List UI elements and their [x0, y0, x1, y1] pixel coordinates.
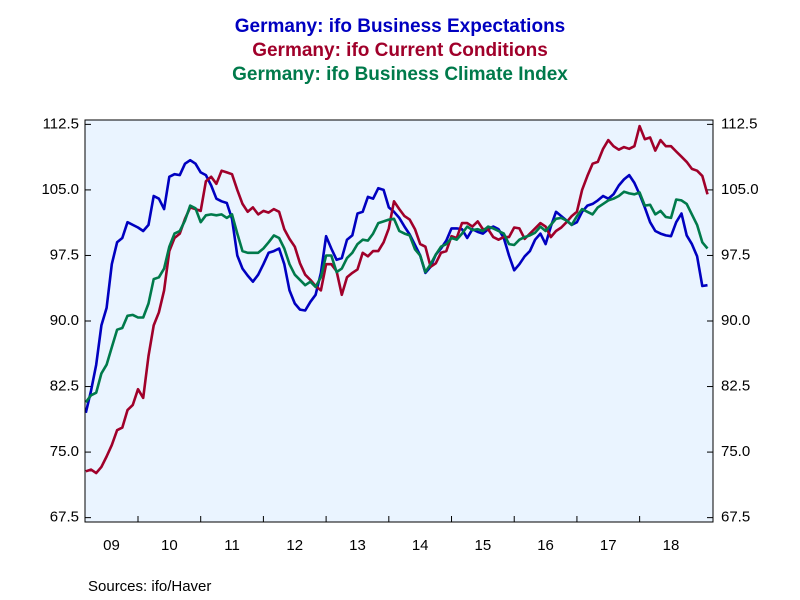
y2-tick-label: 67.5: [721, 509, 750, 526]
y2-tick-label: 75.0: [721, 443, 750, 460]
y-tick-label: 90.0: [50, 312, 79, 329]
plot-frame: [84, 119, 714, 523]
y2-tick-label: 90.0: [721, 312, 750, 329]
series-line: [84, 158, 708, 414]
x-tick-label: 13: [349, 537, 366, 554]
y-tick-label: 112.5: [43, 115, 79, 132]
series-line: [84, 190, 709, 404]
x-tick-label: 14: [412, 537, 429, 554]
chart-title: Germany: ifo Business Expectations: [235, 16, 566, 37]
y2-tick-label: 105.0: [721, 181, 759, 198]
x-tick-label: 11: [224, 537, 240, 554]
source-note: Sources: ifo/Haver: [88, 578, 211, 595]
x-tick-label: 16: [537, 537, 554, 554]
x-tick-label: 09: [103, 537, 120, 554]
y2-tick-label: 82.5: [721, 378, 750, 395]
y-tick-label: 105.0: [41, 181, 79, 198]
chart-title: Germany: ifo Business Climate Index: [232, 64, 568, 85]
x-tick-label: 15: [475, 537, 492, 554]
y-tick-label: 97.5: [50, 246, 79, 263]
x-tick-label: 10: [161, 537, 178, 554]
y2-tick-label: 112.5: [721, 115, 757, 132]
y-tick-label: 82.5: [50, 378, 79, 395]
y-tick-label: 67.5: [50, 509, 79, 526]
y2-tick-label: 97.5: [721, 246, 750, 263]
x-tick-label: 18: [663, 537, 680, 554]
y-tick-label: 75.0: [50, 443, 79, 460]
x-tick-label: 12: [286, 537, 303, 554]
plot-area: [85, 120, 713, 522]
chart-title: Germany: ifo Current Conditions: [252, 40, 548, 61]
x-tick-label: 17: [600, 537, 617, 554]
